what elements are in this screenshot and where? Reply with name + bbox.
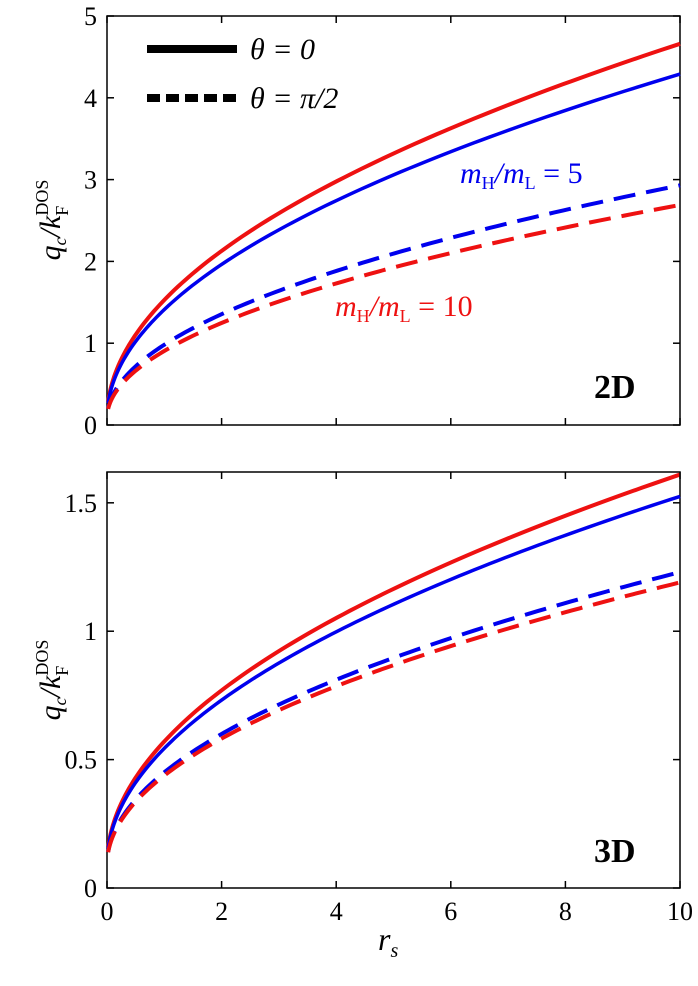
panel-3d: 0 0.5 1 1.5 0 2 4 6 8 10 3D qc/kFDOS rs: [32, 471, 693, 962]
series-line-0-1: [106, 72, 681, 405]
xtick-label: 6: [444, 897, 457, 926]
ylabel-3d: qc/kFDOS: [32, 640, 72, 721]
xticks-2d: [106, 16, 681, 425]
series-line-1-1: [106, 494, 681, 850]
xtick-label: 8: [559, 897, 572, 926]
panel-label-2d: 2D: [594, 369, 636, 406]
legend-label-theta-0: θ = 0: [250, 33, 315, 66]
xticks-3d: 0 2 4 6 8 10: [101, 472, 693, 926]
plot-frame-3d: [106, 471, 681, 889]
xtick-label: 10: [667, 897, 693, 926]
annotation-ratio-5: mH/mL = 5: [460, 157, 583, 193]
series-line-0-0: [106, 41, 681, 404]
ytick-label: 0: [84, 411, 97, 440]
curves-2d: [106, 41, 681, 411]
annotation-ratio-10: mH/mL = 10: [335, 290, 473, 326]
ytick-label: 1: [84, 617, 97, 646]
series-line-1-3: [106, 580, 681, 855]
panel-label-3d: 3D: [594, 833, 636, 870]
series-line-0-3: [106, 202, 681, 411]
xtick-label: 2: [215, 897, 228, 926]
xtick-label: 4: [330, 897, 343, 926]
yticks-3d: 0 0.5 1 1.5: [65, 489, 680, 903]
panel-2d: 0 1 2 3 4 5 θ = 0 θ = π/2 mH/mL = 5 mH/mL = 1…: [32, 2, 681, 440]
curves-3d: [106, 472, 681, 855]
ytick-label: 0: [84, 874, 97, 903]
ytick-label: 4: [84, 84, 97, 113]
ytick-label: 2: [84, 247, 97, 276]
ytick-label: 5: [84, 2, 97, 31]
ylabel-2d: qc/kFDOS: [32, 180, 72, 261]
ytick-label: 0.5: [65, 746, 98, 775]
xlabel-rs: rs: [378, 921, 398, 962]
series-line-1-0: [106, 472, 681, 850]
legend-label-theta-pi2: θ = π/2: [250, 82, 338, 115]
ytick-label: 3: [84, 166, 97, 195]
ytick-label: 1: [84, 329, 97, 358]
series-line-0-2: [106, 183, 681, 410]
xtick-label: 0: [101, 897, 114, 926]
ytick-label: 1.5: [65, 489, 98, 518]
yticks-2d: 0 1 2 3 4 5: [84, 2, 680, 440]
plot-frame-2d: [106, 15, 681, 426]
